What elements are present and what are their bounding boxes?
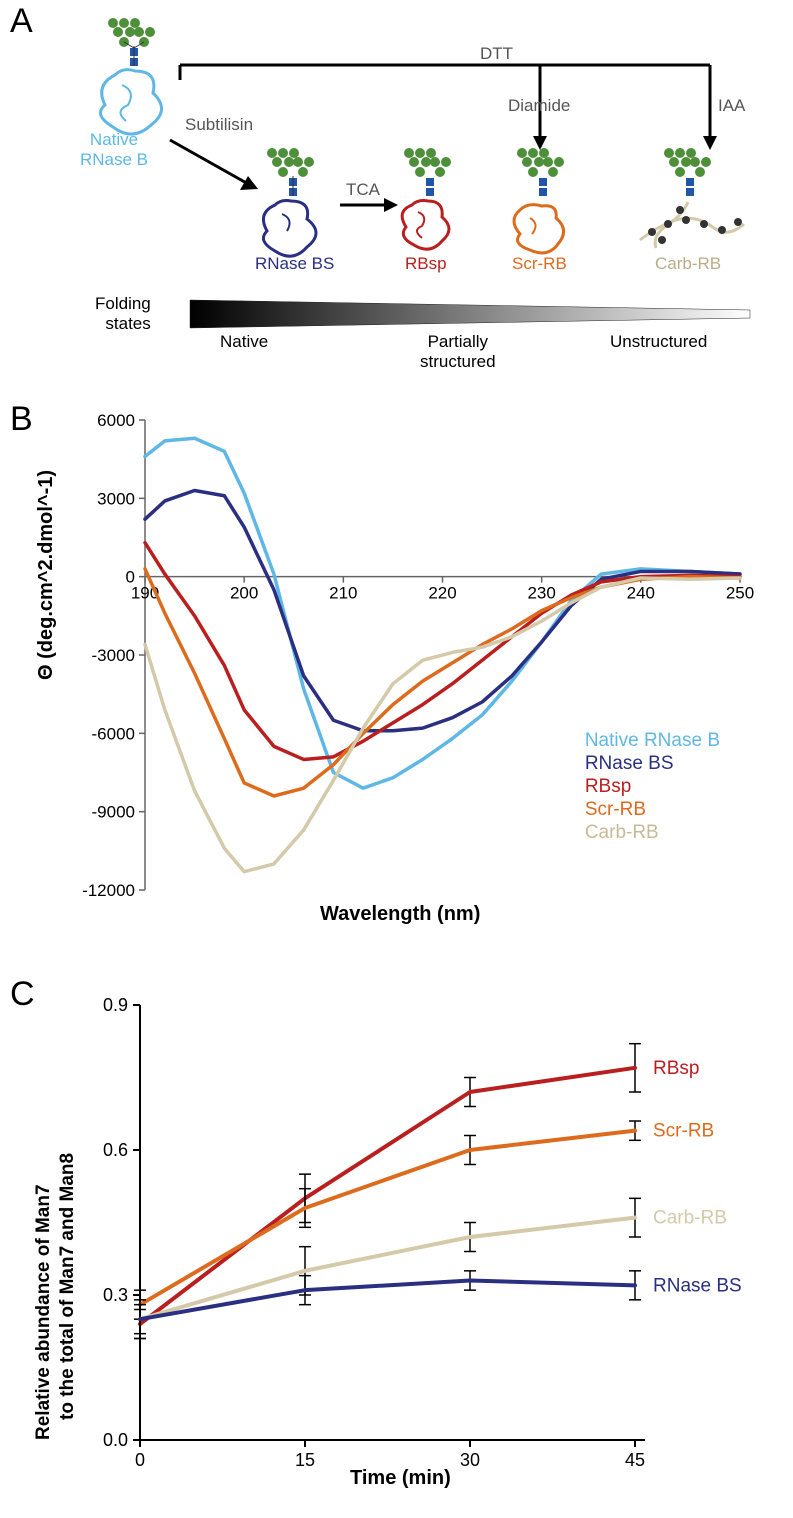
panel-c-xlabel: Time (min): [350, 1467, 451, 1490]
svg-text:220: 220: [428, 584, 456, 603]
svg-text:30: 30: [460, 1450, 480, 1470]
panel-b-label: B: [10, 400, 33, 439]
legend-carb-rb: Carb-RB: [585, 822, 720, 844]
svg-text:0.0: 0.0: [103, 1430, 128, 1450]
panel-c-chart: 0.0 0.3 0.6 0.9 0 15 30 45 RBsp Scr-RB Carb-RB RNas…: [40, 980, 760, 1500]
folding-unstructured-label: Unstructured: [610, 332, 707, 352]
tca-label: TCA: [346, 180, 380, 200]
folding-partial-label: Partially structured: [420, 332, 496, 372]
iaa-label: IAA: [718, 96, 745, 116]
native-rnase-b-label: Native RNase B: [80, 130, 148, 170]
figure: A: [0, 0, 793, 1518]
panel-c-label: C: [10, 975, 35, 1014]
svg-text:45: 45: [625, 1450, 645, 1470]
svg-text:-3000: -3000: [92, 646, 135, 665]
svg-text:6000: 6000: [97, 411, 135, 430]
svg-text:200: 200: [230, 584, 258, 603]
folding-native-label: Native: [220, 332, 268, 352]
svg-text:RNase BS: RNase BS: [653, 1275, 742, 1296]
legend-native: Native RNase B: [585, 730, 720, 752]
panel-c-ylabel2: to the total of Man7 and Man8: [57, 1153, 79, 1420]
svg-text:-9000: -9000: [92, 803, 135, 822]
svg-text:0.3: 0.3: [103, 1285, 128, 1305]
svg-text:230: 230: [527, 584, 555, 603]
svg-text:15: 15: [295, 1450, 315, 1470]
panel-b-legend: Native RNase B RNase BS RBsp Scr-RB Carb…: [585, 729, 720, 845]
svg-text:0.6: 0.6: [103, 1140, 128, 1160]
panel-b: -12000-9000-6000-30000300060001902002102…: [40, 400, 760, 960]
svg-text:250: 250: [726, 584, 754, 603]
panel-b-ylabel: Θ (deg.cm^2.dmol^-1): [35, 470, 58, 680]
panel-a-label: A: [10, 2, 33, 41]
svg-text:3000: 3000: [97, 489, 135, 508]
svg-text:Scr-RB: Scr-RB: [653, 1121, 714, 1142]
svg-text:-12000: -12000: [82, 881, 135, 900]
diamide-label: Diamide: [508, 96, 570, 116]
carb-rb-label: Carb-RB: [655, 254, 721, 274]
svg-text:-6000: -6000: [92, 724, 135, 743]
svg-text:240: 240: [627, 584, 655, 603]
svg-text:0: 0: [135, 1450, 145, 1470]
rbsp-label: RBsp: [405, 254, 447, 274]
legend-rnase-bs: RNase BS: [585, 753, 720, 775]
panel-c-ylabel1: Relative abundance of Man7: [33, 1184, 55, 1440]
svg-text:0.9: 0.9: [103, 995, 128, 1015]
panel-a: Native RNase B RNase BS RBsp Scr-RB Carb…: [40, 10, 760, 380]
folding-states-label: Folding states: [95, 294, 151, 334]
dtt-label: DTT: [480, 44, 513, 64]
svg-text:RBsp: RBsp: [653, 1058, 699, 1079]
scr-rb-label: Scr-RB: [512, 254, 567, 274]
rnase-bs-label: RNase BS: [255, 254, 334, 274]
panel-c: 0.0 0.3 0.6 0.9 0 15 30 45 RBsp Scr-RB Carb-RB RNas…: [40, 980, 760, 1500]
legend-scr-rb: Scr-RB: [585, 799, 720, 821]
svg-text:Carb-RB: Carb-RB: [653, 1208, 727, 1229]
panel-b-chart: -12000-9000-6000-30000300060001902002102…: [40, 400, 760, 960]
legend-rbsp: RBsp: [585, 776, 720, 798]
svg-text:210: 210: [329, 584, 357, 603]
panel-b-xlabel: Wavelength (nm): [320, 903, 480, 926]
subtilisin-label: Subtilisin: [185, 115, 253, 135]
